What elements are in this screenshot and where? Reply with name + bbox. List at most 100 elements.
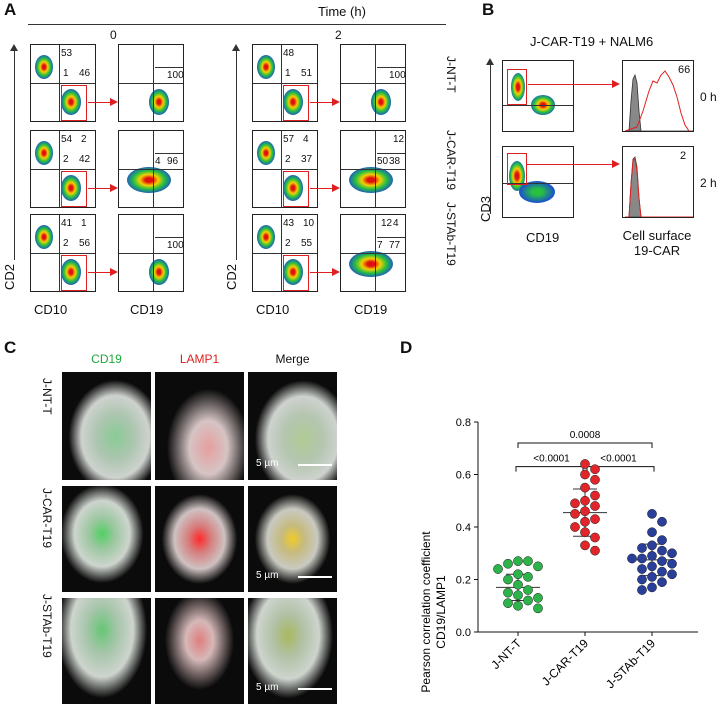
- data-point: [647, 527, 657, 538]
- x-label-cd19-t2: CD19: [354, 302, 388, 317]
- data-point: [513, 579, 523, 590]
- gate-arrow: [310, 272, 336, 273]
- micro-car-merge: 5 µm: [248, 486, 337, 592]
- quadrant-value-br: 38: [389, 156, 401, 167]
- quadrant-value-bl: 2: [285, 238, 291, 249]
- quadrant-value-bl: 50: [377, 156, 389, 167]
- data-point: [503, 558, 513, 569]
- quadrant-value-br: 37: [301, 154, 313, 165]
- data-point: [657, 577, 667, 587]
- b-histogram-2h: [622, 146, 694, 218]
- population-blob: [127, 167, 171, 193]
- quadrant-value-bl: 2: [63, 238, 69, 249]
- data-point: [590, 545, 600, 556]
- data-point: [590, 532, 600, 543]
- quadrant-value-tr: 10: [303, 218, 315, 229]
- y-tick-label: 0.8: [456, 417, 471, 429]
- b-time-2h: 2 h: [700, 176, 717, 190]
- scale-bar: [298, 688, 332, 690]
- y-tick-label: 0.4: [456, 522, 471, 534]
- population-blob: [349, 251, 393, 277]
- y-tick-label: 0.2: [456, 575, 471, 587]
- gate-line-h: [253, 169, 317, 170]
- significance-bracket: [517, 442, 653, 448]
- population-blob: [61, 175, 81, 201]
- hist-label-line1: Cell surface: [622, 228, 692, 243]
- p-value-label: <0.0001: [600, 454, 637, 465]
- gate-line-h: [155, 153, 183, 154]
- gate-arrow: [310, 102, 336, 103]
- data-point: [523, 572, 533, 582]
- data-point: [503, 587, 513, 598]
- data-point: [590, 501, 600, 511]
- panel-label-d: D: [400, 338, 413, 357]
- panel-label-b: B: [482, 0, 495, 19]
- data-point: [580, 527, 590, 538]
- data-point: [637, 585, 647, 595]
- data-point: [667, 548, 677, 559]
- flow-plot-cd10: 54 2 2 42: [30, 130, 96, 208]
- data-point: [570, 522, 580, 532]
- gate-line-v: [59, 45, 60, 121]
- gate-arrow: [88, 102, 114, 103]
- flow-plot-cd10: 53 1 46: [30, 44, 96, 122]
- arrow-right-icon: [110, 268, 118, 276]
- data-point: [570, 509, 580, 519]
- gate-line-v: [281, 215, 282, 291]
- micro-car-lamp1: [155, 486, 244, 592]
- gate-line-h: [31, 83, 95, 84]
- quadrant-value-bl: 2: [285, 154, 291, 165]
- quadrant-value-bl: 1: [285, 68, 291, 79]
- quadrant-value-br: 77: [389, 240, 401, 251]
- gate-arrow: [88, 272, 114, 273]
- panel-b-x-label: CD19: [526, 230, 560, 245]
- scale-label: 5 µm: [256, 682, 279, 693]
- data-point: [533, 593, 543, 603]
- gate-line-h: [341, 169, 405, 170]
- quadrant-value-tr: 12: [393, 134, 405, 145]
- x-tick-label: J-NT-T: [488, 636, 524, 672]
- arrow-right-icon: [332, 98, 340, 106]
- col-header-merge: Merge: [275, 352, 310, 366]
- arrow-right-icon: [332, 268, 340, 276]
- data-point: [580, 540, 590, 551]
- data-point: [513, 569, 523, 580]
- micro-nt-cd19: [62, 372, 151, 480]
- gate-line-v: [59, 131, 60, 207]
- data-point: [580, 506, 590, 517]
- x-tick-label: J-STAb-T19: [603, 636, 658, 691]
- data-point: [580, 482, 590, 493]
- quadrant-value-bl: 4: [155, 156, 161, 167]
- flow-plot-cd10: 43 10 2 55: [252, 214, 318, 292]
- gate-box: [61, 85, 87, 121]
- quadrant-value-br: 56: [79, 238, 91, 249]
- col-header-cd19: CD19: [91, 352, 122, 366]
- col-header-lamp1: LAMP1: [179, 352, 220, 366]
- gate-line-h: [119, 169, 183, 170]
- scale-bar: [298, 464, 332, 466]
- cd2-axis-label-left: CD2: [2, 263, 17, 290]
- arrow-right-icon: [612, 80, 620, 88]
- timepoint-0: 0: [110, 28, 117, 42]
- significance-bracket: [586, 466, 655, 472]
- gate-arrow-b2: [526, 164, 618, 165]
- flow-plot-cd19: 100: [340, 44, 406, 122]
- quadrant-value-tl: 54: [61, 134, 73, 145]
- data-point: [580, 459, 590, 469]
- flow-plot-cd10: 41 1 2 56: [30, 214, 96, 292]
- quadrant-value-tl: 43: [283, 218, 295, 229]
- quadrant-value-tr: 4: [393, 218, 399, 229]
- quadrant-value-br: 42: [79, 154, 91, 165]
- data-point: [637, 553, 647, 564]
- population-blob: [349, 167, 393, 193]
- x-label-cd10-t2: CD10: [256, 302, 290, 317]
- gate-line-v: [375, 131, 376, 207]
- gate-line-h: [119, 83, 183, 84]
- data-point: [590, 464, 600, 475]
- flow-plot-cd19: 100: [118, 214, 184, 292]
- pearson-chart: 0.0 0.2 0.4 0.6 0.8 0.0008 <0.0001 <0.0001 J-N…: [419, 417, 698, 693]
- timepoint-2: 2: [335, 28, 342, 42]
- p-value-label: 0.0008: [570, 430, 601, 441]
- data-point: [513, 556, 523, 566]
- row-label-stab: J-STAb-T19: [444, 202, 458, 266]
